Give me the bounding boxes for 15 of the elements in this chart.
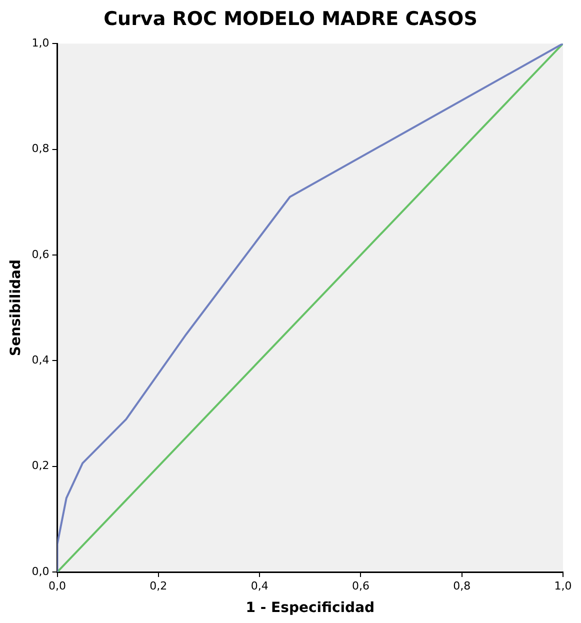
x-axis-title: 1 - Especificidad [246, 600, 375, 616]
x-tick-label: 0,0 [48, 579, 66, 592]
y-tick-label: 0,4 [32, 354, 50, 366]
y-axis-title: Sensibilidad [8, 260, 24, 356]
y-tick-label: 0,0 [32, 564, 50, 578]
x-tick-label: 0,6 [352, 579, 370, 592]
x-tick-label: 0,4 [250, 579, 268, 592]
x-tick-label: 0,8 [453, 579, 471, 592]
x-tick-label: 1,0 [554, 579, 572, 592]
chart-title: Curva ROC MODELO MADRE CASOS [102, 8, 478, 32]
y-tick-label: 0,8 [32, 142, 50, 156]
y-tick-label: 1,0 [32, 36, 50, 50]
y-tick-label: 0,6 [32, 248, 50, 261]
y-tick-label: 0,2 [32, 459, 50, 472]
x-tick-label: 0,2 [150, 579, 168, 592]
